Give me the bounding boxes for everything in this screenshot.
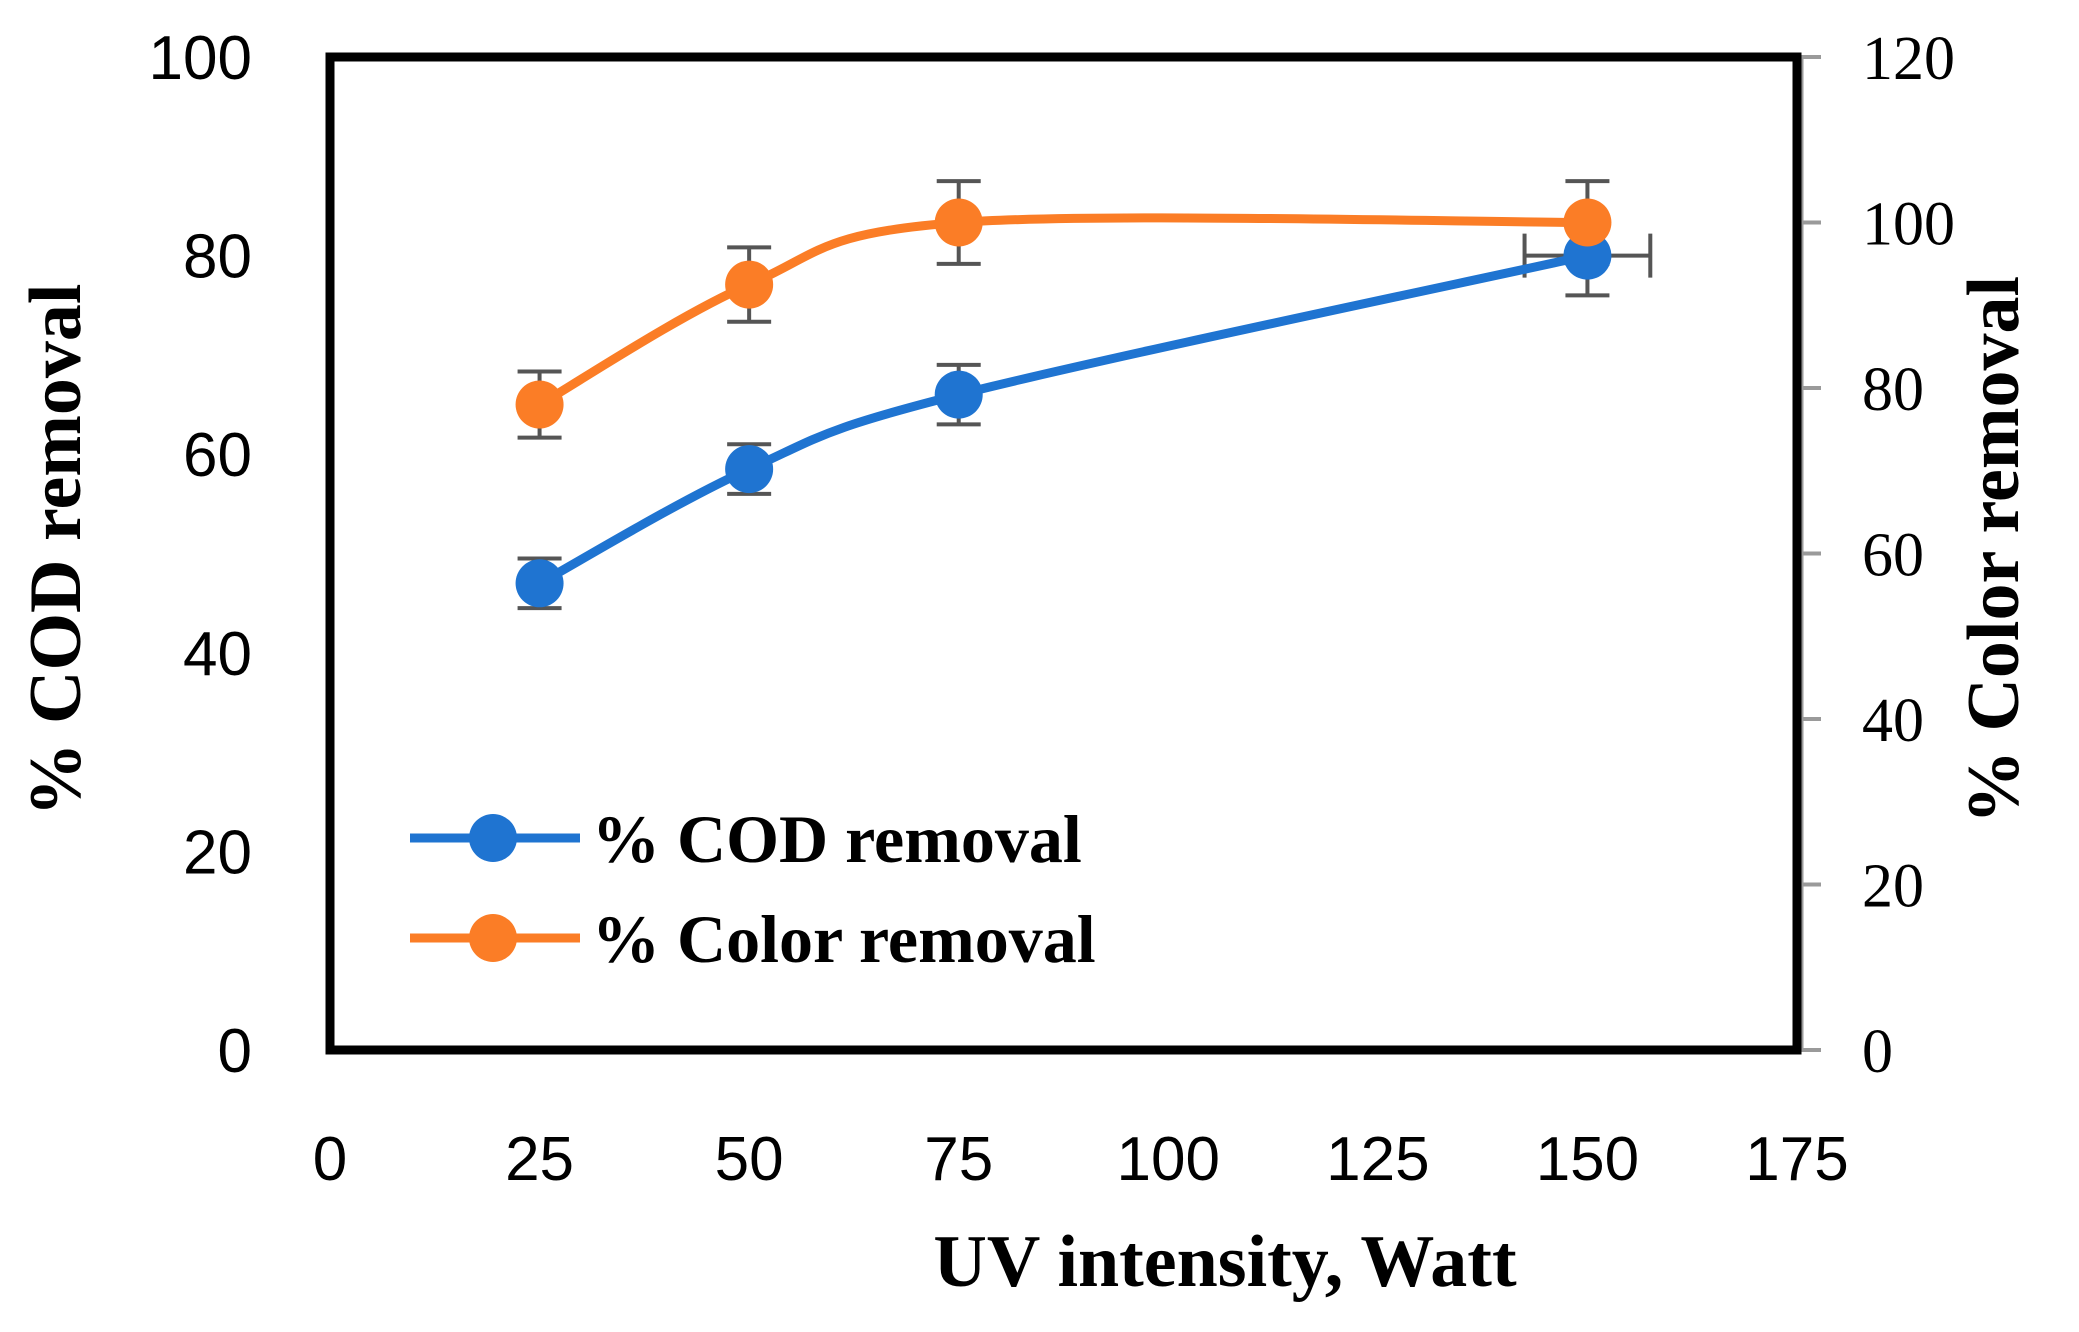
left-tick-label-0: 0	[218, 1017, 252, 1086]
left-tick-label-3: 60	[183, 421, 252, 490]
data-point-cod-1	[725, 445, 774, 494]
error-bars	[517, 179, 1653, 611]
data-point-cod-0	[515, 559, 564, 608]
x-tick-label-1: 25	[505, 1125, 574, 1194]
series-line-color	[535, 213, 1592, 410]
data-point-color-1	[725, 260, 774, 309]
right-tick-label-3: 60	[1862, 522, 1924, 590]
right-tick-label-5: 100	[1862, 191, 1955, 259]
left-tick-label-4: 80	[183, 223, 252, 292]
left-tick-label-2: 40	[183, 620, 252, 689]
right-y-ticks: 0 20 40 60 80 100 120	[1862, 25, 1955, 1086]
series-lines	[535, 213, 1592, 588]
x-ticks: 0 25 50 75 100 125 150 175	[313, 1125, 1849, 1194]
x-axis-title: UV intensity, Watt	[933, 1221, 1517, 1303]
data-point-color-3	[1563, 198, 1612, 247]
legend-label-cod: % COD removal	[592, 801, 1082, 877]
right-tick-label-1: 20	[1862, 853, 1924, 921]
left-y-axis-title: % COD removal	[15, 284, 97, 817]
legend: % COD removal % Color removal	[410, 801, 1096, 977]
data-point-cod-3	[1563, 231, 1612, 280]
x-tick-label-0: 0	[313, 1125, 347, 1194]
x-tick-label-4: 100	[1117, 1125, 1220, 1194]
right-tick-label-2: 40	[1862, 687, 1924, 755]
data-point-color-2	[934, 198, 983, 247]
x-tick-label-2: 50	[715, 1125, 784, 1194]
legend-marker-cod	[469, 814, 517, 862]
series-markers	[515, 198, 1612, 608]
plot-area-border	[325, 52, 1802, 1055]
x-tick-label-6: 150	[1536, 1125, 1639, 1194]
left-tick-label-1: 20	[183, 818, 252, 887]
left-tick-label-5: 100	[149, 24, 252, 93]
right-y-axis	[1798, 55, 1821, 1052]
left-y-ticks: 0 20 40 60 80 100	[149, 24, 252, 1086]
right-y-axis-title: % Color removal	[1953, 276, 2035, 824]
legend-label-color: % Color removal	[592, 901, 1096, 977]
right-tick-label-0: 0	[1862, 1018, 1893, 1086]
x-tick-label-7: 175	[1745, 1125, 1848, 1194]
data-point-cod-2	[934, 370, 983, 419]
right-tick-label-6: 120	[1862, 25, 1955, 93]
x-tick-label-5: 125	[1326, 1125, 1429, 1194]
right-tick-label-4: 80	[1862, 356, 1924, 424]
legend-marker-color	[469, 914, 517, 962]
series-line-cod	[535, 251, 1592, 588]
x-tick-label-3: 75	[924, 1125, 993, 1194]
data-point-color-0	[515, 380, 564, 429]
